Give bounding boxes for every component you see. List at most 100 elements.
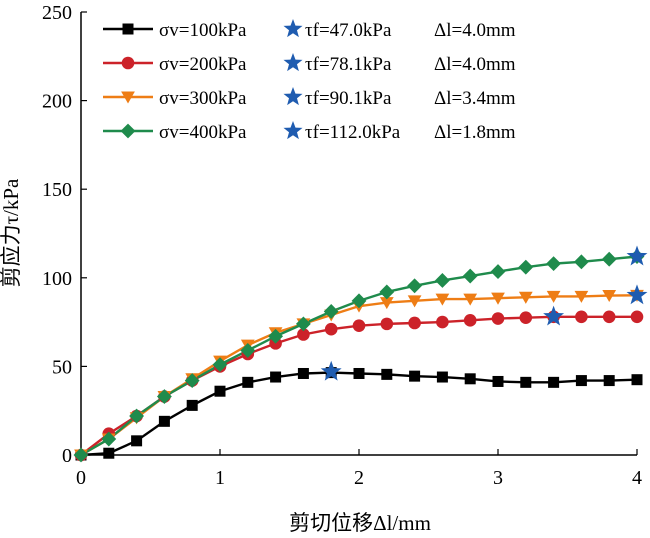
legend-label-displacement: Δl=3.4mm [434,88,516,109]
data-point [601,251,617,267]
data-point [214,385,226,397]
data-point [186,399,198,411]
data-point [351,293,367,309]
data-point [463,293,478,306]
y-tick-label: 0 [62,445,72,467]
data-point [546,290,561,303]
legend-label-sigma: σv=100kPa [159,20,247,41]
data-point [212,357,228,373]
data-point [380,317,394,331]
data-point [575,310,588,324]
data-point [435,293,450,306]
data-point [297,367,309,379]
legend-marker [122,23,134,35]
legend-label-tau: τf=47.0kPa [305,20,392,41]
data-point [463,314,477,327]
data-point [630,310,644,324]
data-point [270,371,282,383]
y-axis-title: 剪应力τ/kPa [0,178,23,287]
data-point [407,278,423,294]
data-point [73,447,89,463]
data-point [518,291,533,304]
data-point [407,295,422,308]
legend-marker [121,56,135,70]
data-point [492,375,504,387]
legend-star-icon [283,87,303,106]
data-point [491,312,505,325]
legend-marker [121,91,135,104]
data-point [436,371,448,383]
legend-star-icon [283,53,303,72]
data-point [297,328,310,341]
data-point [464,373,476,385]
axis-layer: 0 50 100 150 200 250 0 1 2 3 4 [42,2,642,489]
legend-label-tau: τf=112.0kPa [305,122,401,143]
x-tick-label: 3 [493,467,503,489]
y-tick-label: 250 [42,2,72,24]
legend-label-displacement: Δl=4.0mm [434,20,516,41]
data-point [574,290,589,303]
legend-marker [120,123,136,139]
data-point [519,311,533,324]
x-axis-title: 剪切位移Δl/mm [289,511,431,535]
y-tick-label: 200 [42,91,72,113]
legend-label-displacement: Δl=1.8mm [434,122,516,143]
legend-label-tau: τf=78.1kPa [305,54,392,75]
data-point [295,316,311,332]
data-point [409,370,421,382]
peak-star-marker [320,360,342,381]
legend-label-sigma: σv=300kPa [159,88,247,109]
legend-star-icon [283,19,303,38]
legend-star-icon [283,121,303,140]
peak-marker-layer [320,245,648,381]
data-point [240,343,256,358]
data-point [101,431,117,447]
data-point [268,328,284,344]
peak-star-marker [626,284,648,305]
data-point [381,368,393,380]
data-point [379,284,395,300]
data-point [491,292,505,305]
legend-label-tau: τf=90.1kPa [305,88,392,109]
x-tick-label: 2 [354,467,364,489]
x-tick-label: 4 [632,467,642,489]
data-point [434,273,450,288]
data-point [520,376,532,388]
data-point [156,389,172,404]
y-tick-label: 100 [42,268,72,290]
peak-star-marker [626,245,648,266]
data-point [352,319,366,332]
peak-star-marker [543,305,565,326]
legend-label-displacement: Δl=4.0mm [434,54,516,75]
data-point [436,315,449,329]
data-point [324,322,338,336]
data-point [184,373,200,389]
data-point [603,375,615,387]
data-point [353,367,365,379]
data-point [518,259,534,275]
y-tick-label: 50 [52,356,72,378]
data-point [131,435,143,447]
data-point [573,254,589,270]
marker-layer [73,249,645,463]
data-point [548,376,560,388]
data-point [602,310,616,324]
data-point [631,374,643,386]
data-point [379,297,394,310]
data-point [602,290,617,303]
legend-label-sigma: σv=400kPa [159,122,247,143]
data-point [242,376,254,388]
y-tick-label: 150 [42,179,72,201]
x-tick-label: 0 [76,467,86,489]
data-point [490,264,506,280]
x-tick-label: 1 [215,467,225,489]
data-point [408,316,421,330]
data-point [546,256,562,272]
data-point [158,415,170,427]
legend: σv=100kPa τf=47.0kPa Δl=4.0mm σv=200kPa τf=7… [103,19,516,143]
data-point [103,447,115,459]
data-point [575,375,587,387]
data-point [462,268,478,284]
data-point [129,408,145,424]
